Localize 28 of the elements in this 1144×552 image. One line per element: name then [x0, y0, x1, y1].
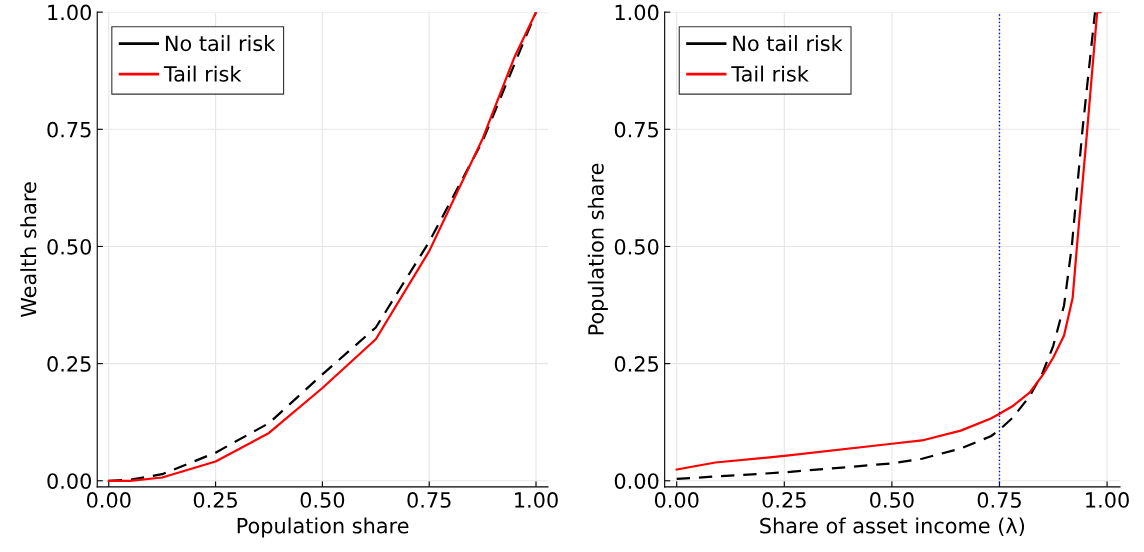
legend-label: No tail risk: [733, 35, 843, 52]
x-tick-label: 1.00: [1086, 492, 1129, 508]
legend-label: Tail risk: [731, 65, 809, 82]
y-tick-label: 0.25: [47, 356, 91, 372]
x-tick-label: 0.00: [654, 492, 699, 508]
x-axis-title: Share of asset income (λ): [760, 517, 1025, 537]
x-axis-title: Population share: [237, 517, 409, 538]
x-tick-label: 0.00: [86, 492, 131, 508]
x-tick-label: 0.25: [762, 492, 806, 508]
legend-label: Tail risk: [163, 65, 242, 82]
y-tick-label: 0.50: [47, 238, 91, 255]
x-tick-label: 0.75: [407, 492, 451, 508]
y-tick-label: 0.50: [614, 238, 659, 255]
y-tick-label: 0.75: [614, 121, 658, 138]
x-tick-label: 0.75: [977, 492, 1021, 508]
x-tick-label: 0.50: [300, 492, 345, 508]
y-axis-title: Wealth share: [20, 182, 37, 318]
y-tick-label: 1.00: [615, 4, 659, 21]
x-tick-label: 0.50: [870, 492, 914, 508]
y-tick-label: 0.25: [614, 356, 658, 372]
x-tick-label: 1.00: [515, 492, 558, 508]
y-tick-label: 0.00: [614, 473, 659, 489]
x-tick-label: 0.25: [193, 492, 237, 508]
y-axis-title: Population share: [587, 163, 608, 335]
legend-label: No tail risk: [165, 35, 276, 52]
y-tick-label: 1.00: [48, 4, 91, 21]
y-tick-label: 0.75: [47, 121, 91, 138]
y-tick-label: 0.00: [47, 473, 91, 489]
